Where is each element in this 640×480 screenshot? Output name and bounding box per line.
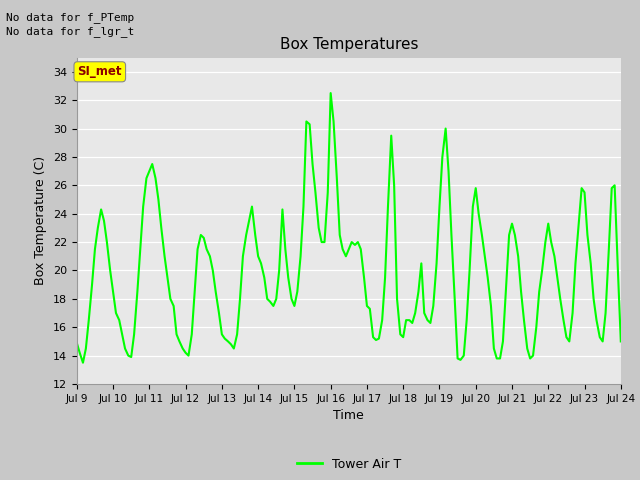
- Text: No data for f_PTemp: No data for f_PTemp: [6, 12, 134, 23]
- Text: SI_met: SI_met: [77, 65, 122, 78]
- Legend: Tower Air T: Tower Air T: [292, 453, 406, 476]
- X-axis label: Time: Time: [333, 409, 364, 422]
- Y-axis label: Box Temperature (C): Box Temperature (C): [35, 156, 47, 286]
- Title: Box Temperatures: Box Temperatures: [280, 37, 418, 52]
- Text: No data for f_lgr_t: No data for f_lgr_t: [6, 26, 134, 37]
